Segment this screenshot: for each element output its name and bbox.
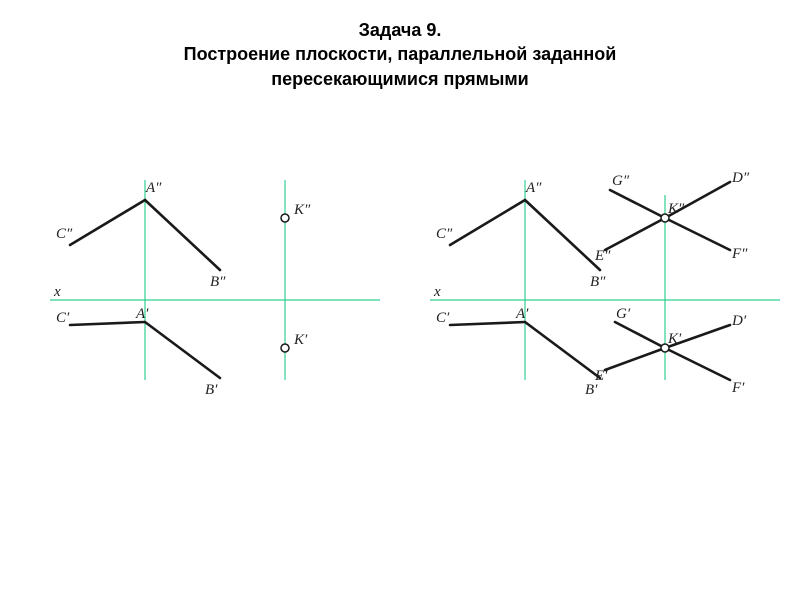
point-label: K′ — [293, 332, 308, 348]
geometry-label: A″ — [525, 180, 542, 196]
geometry-line — [525, 322, 600, 378]
geometry-label: G″ — [612, 173, 630, 189]
x-axis-label: x — [53, 284, 61, 300]
geometry-label: D″ — [731, 170, 750, 186]
title-line-2: Построение плоскости, параллельной задан… — [0, 42, 800, 66]
geometry-label: C′ — [436, 310, 450, 326]
geometry-line — [665, 348, 730, 380]
geometry-line — [605, 218, 665, 250]
geometry-line — [70, 322, 145, 325]
point-marker — [281, 214, 289, 222]
geometry-label: A′ — [515, 306, 529, 322]
geometry-label: F″ — [731, 246, 748, 262]
geometry-label: B″ — [210, 274, 226, 290]
geometry-line — [610, 190, 665, 218]
diagram-svg: x K″ K′ A″ C″ B″ A′ C′ B′ — [50, 170, 380, 420]
geometry-line — [450, 200, 525, 245]
geometry-label: C″ — [436, 226, 453, 242]
geometry-label: C″ — [56, 226, 73, 242]
geometry-label: C′ — [56, 310, 70, 326]
geometry-line — [665, 218, 730, 250]
title-line-3: пересекающимися прямыми — [0, 67, 800, 91]
geometry-label: E′ — [594, 368, 608, 384]
geometry-line — [605, 348, 665, 370]
diagram-right: x K″ K′ A″ C″ B″ G″ D″ E″ F″ A′ C′ B′ G′ D′ E′ F′ — [430, 170, 780, 420]
diagram-left: x K″ K′ A″ C″ B″ A′ C′ B′ — [50, 170, 380, 420]
geometry-label: D′ — [731, 313, 747, 329]
point-label: K″ — [667, 201, 685, 217]
diagram-svg: x K″ K′ A″ C″ B″ G″ D″ E″ F″ A′ C′ B′ G′ D′ E′ F′ — [430, 170, 780, 420]
point-label: K″ — [293, 202, 311, 218]
title-line-1: Задача 9. — [0, 18, 800, 42]
geometry-label: G′ — [616, 306, 631, 322]
page-title: Задача 9. Построение плоскости, параллел… — [0, 0, 800, 91]
geometry-line — [70, 200, 145, 245]
x-axis-label: x — [433, 284, 441, 300]
geometry-label: F′ — [731, 380, 745, 396]
geometry-line — [615, 322, 665, 348]
geometry-line — [145, 322, 220, 378]
geometry-label: A″ — [145, 180, 162, 196]
geometry-label: B″ — [590, 274, 606, 290]
geometry-label: B′ — [205, 382, 218, 398]
geometry-label: E″ — [594, 248, 611, 264]
point-marker — [281, 344, 289, 352]
geometry-line — [145, 200, 220, 270]
geometry-label: A′ — [135, 306, 149, 322]
geometry-line — [525, 200, 600, 270]
geometry-label: B′ — [585, 382, 598, 398]
geometry-line — [450, 322, 525, 325]
point-label: K′ — [667, 331, 682, 347]
